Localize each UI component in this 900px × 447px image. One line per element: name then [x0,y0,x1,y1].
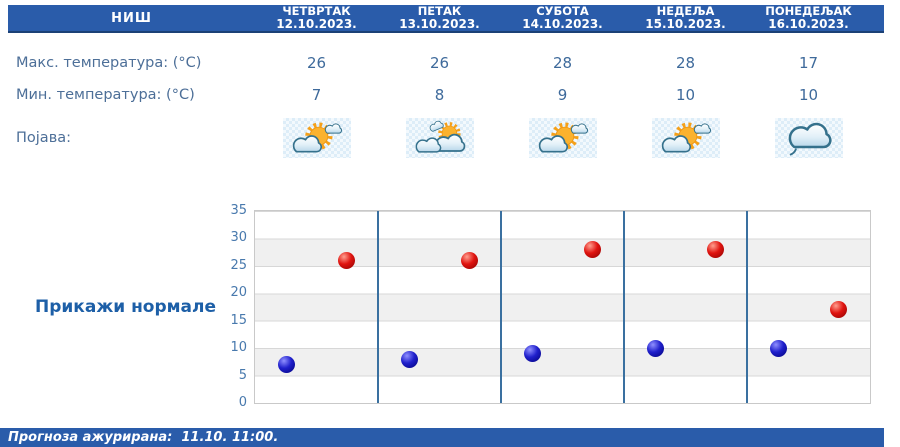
weather-icon-tile [528,118,597,158]
day-header-friday: ПЕТАК 13.10.2023. [378,5,501,31]
min-temp-value: 7 [311,86,322,104]
day-date: 12.10.2023. [276,17,357,31]
min-temp-point [401,350,419,368]
phenomenon-label: Појава: [16,130,72,146]
min-temp-label: Мин. температура: (°C) [16,87,195,103]
day-separator-line [377,211,379,403]
day-name: НЕДЕЉА [656,4,715,18]
day-date: 15.10.2023. [645,17,726,31]
sun-clouds-icon [285,119,349,157]
max-temp-point [583,240,601,258]
y-axis-tick: 10 [230,340,247,356]
y-axis-tick: 25 [230,257,247,273]
temperature-chart [254,210,871,404]
weather-icon-tile [651,118,720,158]
min-temp-point [278,356,296,374]
y-axis-tick: 35 [230,203,247,218]
day-name: ЧЕТВРТАК [282,4,351,18]
y-axis-tick: 30 [230,230,247,246]
cloud-drizzle-icon [777,119,841,157]
y-axis-tick: 5 [238,367,247,383]
day-name: СУБОТА [536,4,589,18]
sun-clouds-icon [531,119,595,157]
max-temp-label: Макс. температура: (°C) [16,55,202,71]
day-header-saturday: СУБОТА 14.10.2023. [501,5,624,31]
location-name: НИШ [111,10,152,26]
min-temp-value: 10 [798,86,819,104]
show-normals-button[interactable]: Прикажи нормале [35,297,217,317]
phenomenon-row: Појава: [8,116,884,160]
y-axis-tick: 0 [238,395,247,410]
sun-clouds-icon [654,119,718,157]
clouds-sun-icon [408,119,472,157]
min-temp-value: 10 [675,86,696,104]
min-temp-value: 8 [434,86,445,104]
day-name: ПОНЕДЕЉАК [765,4,852,18]
max-temp-row: Макс. температура: (°C) 26 26 28 28 17 [8,49,884,77]
max-temp-value: 28 [552,54,573,72]
max-temp-point [337,251,355,269]
day-header-monday: ПОНЕДЕЉАК 16.10.2023. [747,5,870,31]
max-temp-value: 26 [306,54,327,72]
day-header-sunday: НЕДЕЉА 15.10.2023. [624,5,747,31]
y-axis-tick: 15 [230,312,247,328]
day-date: 13.10.2023. [399,17,480,31]
max-temp-value: 28 [675,54,696,72]
day-date: 16.10.2023. [768,17,849,31]
max-temp-value: 26 [429,54,450,72]
chart-y-axis: 0 5 10 15 20 25 30 35 [205,203,247,410]
max-temp-point [460,251,478,269]
day-separator-line [500,211,502,403]
max-temp-value: 17 [798,54,819,72]
weather-icon-tile [405,118,474,158]
max-temp-point [829,301,847,319]
day-name: ПЕТАК [417,4,462,18]
min-temp-point [647,339,665,357]
max-temp-point [706,240,724,258]
day-date: 14.10.2023. [522,17,603,31]
min-temp-point [770,339,788,357]
y-axis-tick: 20 [230,285,247,301]
day-header-thursday: ЧЕТВРТАК 12.10.2023. [255,5,378,31]
forecast-updated-text: Прогноза ажурирана: 11.10. 11:00. [8,430,279,445]
min-temp-value: 9 [557,86,568,104]
min-temp-row: Мин. температура: (°C) 7 8 9 10 10 [8,81,884,109]
day-separator-line [623,211,625,403]
weather-icon-tile [774,118,843,158]
footer-bar: Прогноза ажурирана: 11.10. 11:00. [0,428,884,447]
min-temp-point [524,345,542,363]
forecast-header-bar: НИШ ЧЕТВРТАК 12.10.2023. ПЕТАК 13.10.202… [8,5,884,33]
weather-icon-tile [282,118,351,158]
day-separator-line [746,211,748,403]
